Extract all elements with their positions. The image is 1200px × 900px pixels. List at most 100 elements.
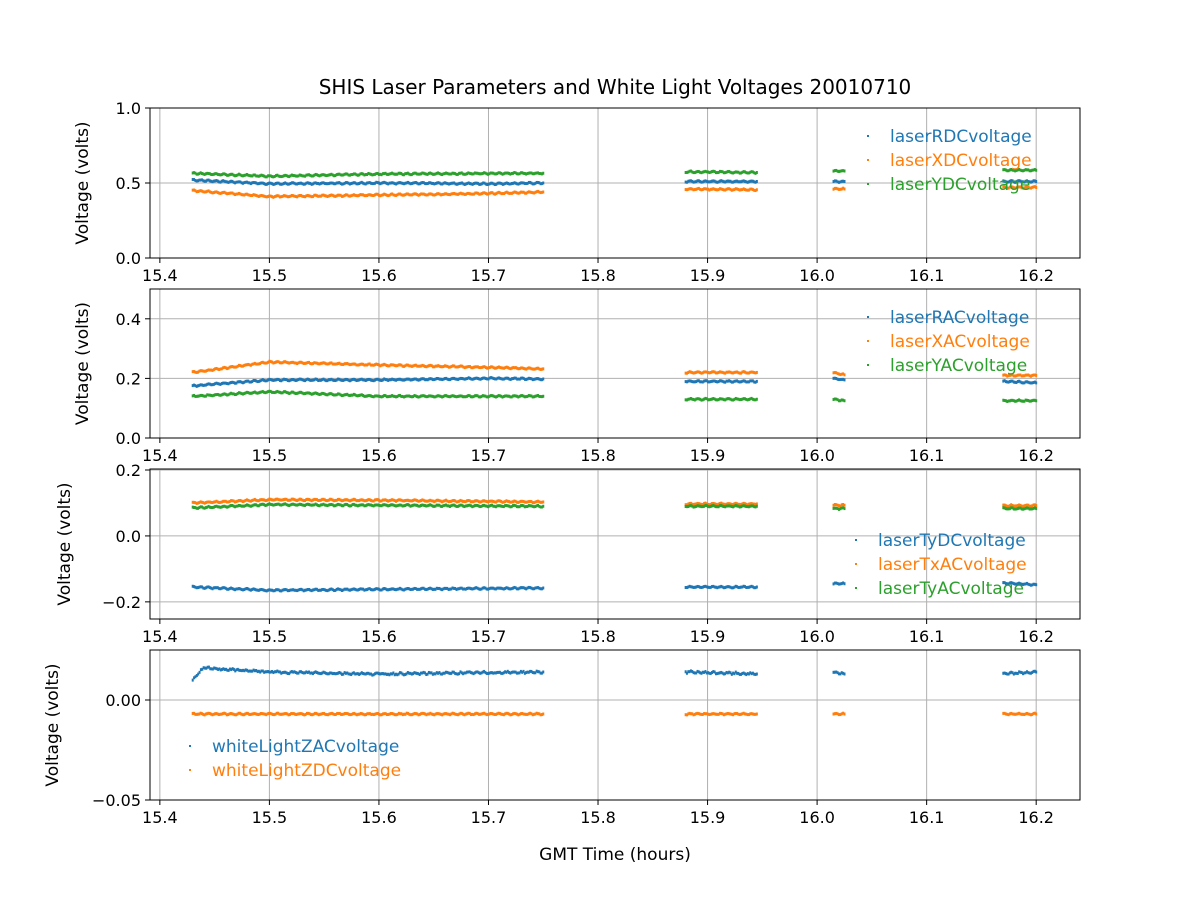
data-point <box>371 499 374 503</box>
data-point <box>239 364 242 368</box>
data-point <box>517 587 520 591</box>
data-point <box>687 670 690 674</box>
data-point <box>502 500 505 504</box>
data-point <box>197 370 200 374</box>
data-point <box>842 372 845 376</box>
data-point <box>696 187 699 191</box>
data-point <box>436 181 439 185</box>
data-point <box>718 502 721 506</box>
data-point <box>439 193 442 197</box>
data-point <box>711 370 714 374</box>
data-point <box>272 390 275 394</box>
data-point <box>691 179 694 183</box>
data-point <box>730 398 733 402</box>
data-point <box>500 504 503 508</box>
data-point <box>230 504 233 508</box>
data-point <box>456 672 459 676</box>
data-point <box>239 391 242 395</box>
data-point <box>521 366 524 370</box>
data-point <box>413 711 416 715</box>
data-point <box>379 713 382 717</box>
data-point <box>289 361 292 365</box>
data-point <box>234 174 237 178</box>
data-point <box>1016 179 1019 183</box>
data-point <box>450 377 453 381</box>
data-point <box>219 712 222 716</box>
data-point <box>285 503 288 507</box>
data-point <box>751 370 754 374</box>
data-point <box>208 500 211 504</box>
data-point <box>463 172 466 176</box>
data-point <box>519 669 522 673</box>
data-point <box>227 713 230 717</box>
data-point <box>362 362 365 366</box>
data-point <box>691 170 694 174</box>
data-point <box>525 367 528 371</box>
data-point <box>742 711 745 715</box>
data-point <box>325 174 328 178</box>
data-point <box>406 671 409 675</box>
data-point <box>436 376 439 380</box>
data-point <box>507 191 510 195</box>
data-point <box>479 712 482 716</box>
data-point <box>746 380 749 384</box>
data-point <box>335 378 338 382</box>
data-point <box>1006 672 1009 676</box>
data-point <box>300 497 303 501</box>
data-point <box>373 378 376 382</box>
data-point <box>540 500 543 504</box>
data-point <box>273 361 276 365</box>
data-point <box>195 172 198 176</box>
data-point <box>236 364 239 368</box>
data-point <box>267 378 270 382</box>
data-point <box>1024 503 1027 507</box>
data-point <box>199 711 202 715</box>
data-point <box>401 394 404 398</box>
data-point <box>326 393 329 397</box>
data-point <box>842 179 845 183</box>
data-point <box>1033 185 1036 189</box>
data-point <box>257 713 260 717</box>
data-point <box>323 503 326 507</box>
data-point <box>505 711 508 715</box>
data-point <box>699 380 702 384</box>
data-point <box>413 498 416 502</box>
data-point <box>389 712 392 716</box>
data-point <box>289 391 292 395</box>
data-point <box>371 173 374 177</box>
data-point <box>751 179 754 183</box>
data-point <box>317 173 320 177</box>
data-point <box>439 499 442 503</box>
data-point <box>294 361 297 365</box>
data-point <box>219 505 222 509</box>
data-point <box>753 188 756 192</box>
data-point <box>313 588 316 592</box>
data-point <box>272 378 275 382</box>
data-point <box>288 182 291 186</box>
data-point <box>508 171 511 175</box>
data-point <box>437 503 440 507</box>
data-point <box>322 391 325 395</box>
data-point <box>412 587 415 591</box>
data-point <box>734 179 737 183</box>
data-point <box>194 712 197 716</box>
data-point <box>269 588 272 592</box>
data-point <box>323 194 326 198</box>
data-point <box>496 712 499 716</box>
data-point <box>1015 399 1018 403</box>
data-point <box>441 395 444 399</box>
data-point <box>742 370 745 374</box>
data-point <box>373 498 376 502</box>
data-point <box>438 377 441 381</box>
data-point <box>488 182 491 186</box>
data-point <box>736 170 739 174</box>
data-point <box>725 170 728 174</box>
data-point <box>344 498 347 502</box>
data-point <box>256 712 259 716</box>
data-point <box>537 366 540 370</box>
data-point <box>1016 185 1019 189</box>
data-point <box>753 398 756 402</box>
data-point <box>290 173 293 177</box>
data-point <box>737 397 740 401</box>
data-point <box>746 398 749 402</box>
